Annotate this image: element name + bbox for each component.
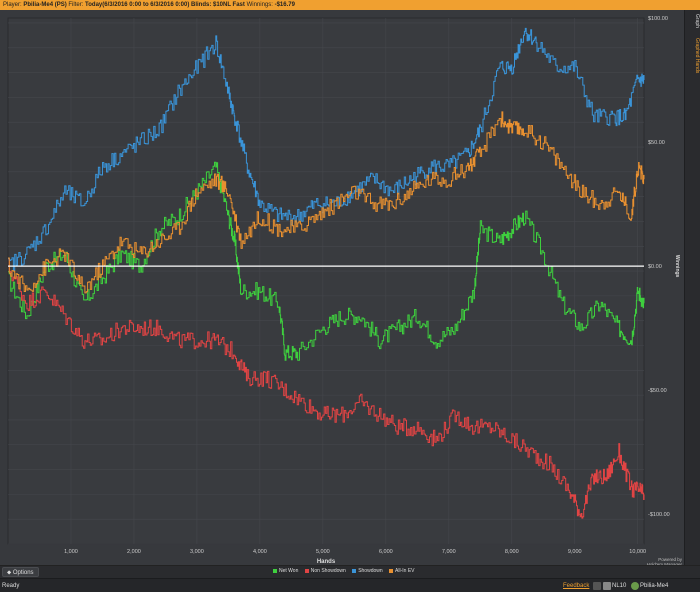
x-tick-label: 1,000 [64,549,78,555]
options-button[interactable]: ⬥ Options [2,567,39,577]
status-bar: Ready Feedback NL10 Pbilia-Me4 (PokerSta… [0,578,700,592]
brand-line1: Powered by [658,557,682,562]
y-tick-label: $100.00 [648,16,668,22]
y-axis-label: Winnings [674,255,680,278]
x-axis-label: Hands [317,559,336,565]
legend-net-won[interactable]: Net Won [279,568,299,574]
x-tick-label: 6,000 [379,549,393,555]
winnings-label: Winnings: [246,2,273,8]
side-tab-strip: Graph Graphed Hands [684,10,700,565]
hem-logo: Powered by Hold'em Manager [632,557,682,567]
winnings-chart: 1,000 2,000 3,000 4,000 5,000 6,000 7,000 8,000… [7,16,680,565]
graph-footer: ⬥ Options Net Won Non Showdown Showdown … [0,565,700,578]
y-tick-label: $0.00 [648,264,662,270]
winnings-value: -$16.79 [274,2,295,8]
x-tick-label: 3,000 [190,549,204,555]
plot-area [7,17,645,545]
player-status[interactable]: Pbilia-Me4 (PokerStars) [640,583,669,589]
filter-value: Today(6/3/2016 0:00 to 6/3/2016 0:00) Bl… [85,2,245,8]
legend-swatch [273,568,277,573]
legend-swatch [389,568,394,573]
x-tick-label: 5,000 [316,549,330,555]
y-tick-label: -$100.00 [648,512,670,518]
player-value: Pbilia-Me4 (PS) [23,2,67,8]
brand-line2: Hold'em Manager [632,562,682,567]
filter-label: Filter: [68,2,84,8]
game-label[interactable]: NL10 [612,583,627,589]
tab-graphed-hands[interactable]: Graphed Hands [694,38,700,74]
legend-showdown[interactable]: Showdown [358,568,383,574]
options-label: Options [12,570,34,576]
x-tick-label: 9,000 [568,549,582,555]
x-tick-label: 10,000 [629,549,646,555]
tab-graph[interactable]: Graph [694,14,700,28]
series-line-non-showdown [8,258,645,519]
series-line-net-won [8,161,645,361]
legend-swatch [352,568,357,573]
series-line-showdown [8,27,645,271]
x-tick-label: 4,000 [253,549,267,555]
filter-titlebar: Player: Pbilia-Me4 (PS) Filter: Today(6/… [0,0,700,10]
chart-legend: Net Won Non Showdown Showdown All-In EV [268,568,415,574]
status-ready: Ready [2,583,20,589]
player-icon [631,582,639,590]
legend-all-in-ev[interactable]: All-In EV [395,568,415,574]
y-tick-label: -$50.00 [648,388,667,394]
x-tick-label: 2,000 [127,549,141,555]
player-label: Player: [3,2,22,8]
legend-swatch [304,568,309,573]
x-tick-label: 8,000 [505,549,519,555]
x-tick-label: 7,000 [442,549,456,555]
series-line-all-in-ev [8,111,645,294]
graph-panel: 1,000 2,000 3,000 4,000 5,000 6,000 7,000 8,000… [0,10,684,565]
feedback-link[interactable]: Feedback [563,583,590,589]
legend-non-showdown[interactable]: Non Showdown [310,568,346,574]
y-tick-label: $50.00 [648,140,665,146]
filter-icon[interactable] [593,582,601,590]
game-icon [603,582,611,590]
